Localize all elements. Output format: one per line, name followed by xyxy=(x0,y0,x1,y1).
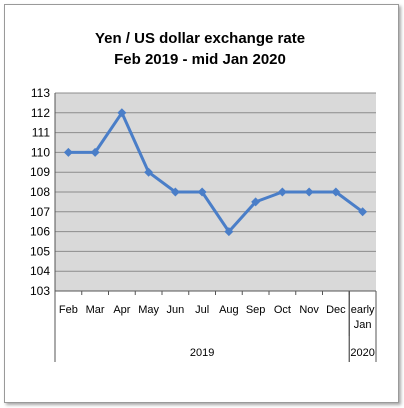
data-point-marker xyxy=(117,108,127,118)
data-point-marker xyxy=(63,147,73,157)
x-tick-label: Feb xyxy=(59,304,78,316)
series-rate xyxy=(63,108,368,237)
y-tick-label: 103 xyxy=(30,284,50,298)
x-tick-label: Jun xyxy=(167,304,185,316)
x-tick-label: Nov xyxy=(299,304,319,316)
group-label: 2020 xyxy=(350,347,374,359)
y-tick-label: 107 xyxy=(30,205,50,219)
data-point-marker xyxy=(144,167,154,177)
y-tick-label: 105 xyxy=(30,244,50,258)
x-tick-label: Dec xyxy=(326,304,346,316)
x-tick-label: Apr xyxy=(113,304,130,316)
x-axis-group-labels: 2019 2020 xyxy=(190,347,375,359)
y-tick-label: 108 xyxy=(30,185,50,199)
y-tick-label: 113 xyxy=(31,86,50,100)
x-tick-label: May xyxy=(138,304,159,316)
data-point-marker xyxy=(331,187,341,197)
y-tick-label: 111 xyxy=(32,126,51,140)
data-point-marker xyxy=(224,227,234,237)
data-point-marker xyxy=(90,147,100,157)
y-tick-label: 112 xyxy=(31,106,50,120)
x-tick-label: early Jan xyxy=(351,304,375,331)
x-axis-tick-labels: Feb Mar Apr May Jun Jul Aug Sep Oct Nov Dec early Ja… xyxy=(59,304,375,331)
axes xyxy=(54,93,377,362)
data-point-marker xyxy=(170,187,180,197)
x-tick-label: Jul xyxy=(195,304,209,316)
x-tick-label: Sep xyxy=(246,304,266,316)
chart-title-line2: Feb 2019 - mid Jan 2020 xyxy=(114,51,286,68)
data-point-marker xyxy=(358,207,368,217)
group-label: 2019 xyxy=(190,347,214,359)
data-point-marker xyxy=(304,187,314,197)
y-tick-label: 109 xyxy=(30,165,50,179)
data-point-marker xyxy=(197,187,207,197)
y-tick-label: 106 xyxy=(30,225,50,239)
y-tick-label: 104 xyxy=(30,264,50,278)
chart-title-line1: Yen / US dollar exchange rate xyxy=(95,30,305,47)
x-tick-label: Mar xyxy=(86,304,105,316)
data-point-marker xyxy=(251,197,261,207)
y-axis-tick-labels: 103 104 105 106 107 108 109 110 111 112 113 xyxy=(30,86,50,298)
x-tick-label: Oct xyxy=(274,304,291,316)
y-tick-label: 110 xyxy=(31,145,50,159)
data-point-marker xyxy=(277,187,287,197)
gridlines xyxy=(55,92,376,292)
x-tick-label: Aug xyxy=(219,304,239,316)
